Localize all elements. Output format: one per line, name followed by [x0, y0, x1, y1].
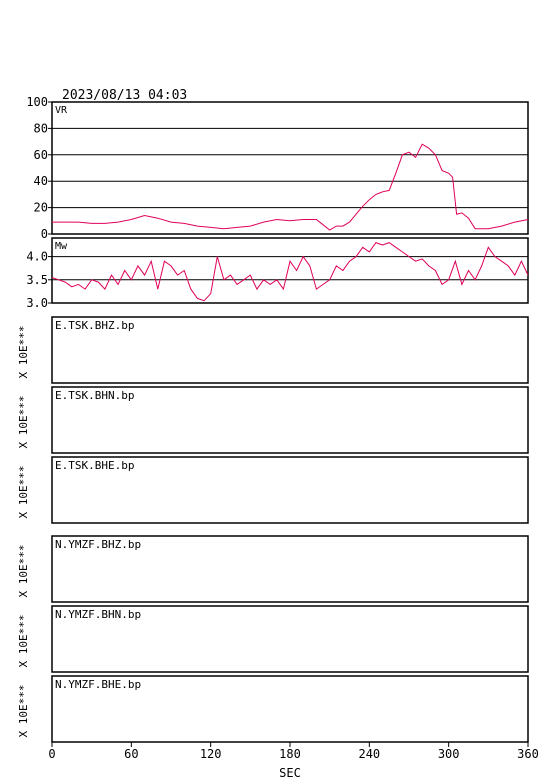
- waveform-panel: N.YMZF.BHZ.bp X 10E***: [17, 535, 529, 603]
- waveform-panel: E.TSK.BHE.bp X 10E***: [17, 456, 529, 524]
- waveform-panel-scale: X 10E***: [17, 685, 30, 738]
- vr-panel-label: VR: [55, 105, 68, 116]
- waveform-panel-scale: X 10E***: [17, 466, 30, 519]
- waveform-panel-frame: [51, 535, 529, 603]
- mw-panel-frame: [51, 237, 529, 304]
- waveform-panels: E.TSK.BHZ.bp X 10E*** E.TSK.BHN.bp X 10E***…: [17, 316, 529, 743]
- vr-panel-ytick-label: 0: [41, 227, 48, 241]
- waveform-panel: E.TSK.BHZ.bp X 10E***: [17, 316, 529, 384]
- waveform-panel-name: N.YMZF.BHN.bp: [55, 608, 141, 621]
- vr-panel-ytick-label: 60: [34, 148, 48, 162]
- mw-panel-label: Mw: [55, 241, 68, 252]
- waveform-panel-name: N.YMZF.BHZ.bp: [55, 538, 141, 551]
- waveform-panel-name: E.TSK.BHN.bp: [55, 389, 134, 402]
- x-axis-tick-label: 360: [517, 747, 539, 761]
- x-axis-tick-label: 0: [48, 747, 55, 761]
- mw-panel-ytick-label: 3.5: [26, 273, 48, 287]
- waveform-panel: E.TSK.BHN.bp X 10E***: [17, 386, 529, 454]
- datetime-header: 2023/08/13 04:03: [62, 88, 187, 103]
- vr-panel-ytick-label: 100: [26, 95, 48, 109]
- mw-panel-series-line: [51, 242, 529, 302]
- mw-panel-ytick-label: 4.0: [26, 250, 48, 264]
- waveform-panel-scale: X 10E***: [17, 396, 30, 449]
- x-axis-tick-label: 240: [358, 747, 380, 761]
- waveform-panel-name: E.TSK.BHE.bp: [55, 459, 134, 472]
- waveform-panel: N.YMZF.BHN.bp X 10E***: [17, 605, 529, 673]
- waveform-panel-scale: X 10E***: [17, 545, 30, 598]
- waveform-panel-scale: X 10E***: [17, 615, 30, 668]
- waveform-panel-frame: [51, 386, 529, 454]
- waveform-panel-scale: X 10E***: [17, 326, 30, 379]
- x-axis-tick-label: 180: [279, 747, 301, 761]
- vr-panel-ytick-label: 40: [34, 174, 48, 188]
- waveform-panel-frame: [51, 316, 529, 384]
- mw-panel-ytick-label: 3.0: [26, 296, 48, 310]
- vr-panel-ytick-label: 80: [34, 121, 48, 135]
- vr-panel-ytick-label: 20: [34, 201, 48, 215]
- mw-chart: 3.0 3.5 4.0 Mw: [26, 237, 529, 310]
- waveform-panel-frame: [51, 456, 529, 524]
- vr-panel-frame: [51, 101, 529, 235]
- waveform-panel-name: N.YMZF.BHE.bp: [55, 678, 141, 691]
- waveform-panel: N.YMZF.BHE.bp X 10E***: [17, 675, 529, 743]
- x-axis: 0 60 120 180 240 300 360 SEC: [48, 742, 539, 780]
- vr-chart: 0 20 40 60 80 100 VR: [26, 95, 529, 241]
- waveform-panel-frame: [51, 605, 529, 673]
- x-axis-tick-label: 300: [438, 747, 460, 761]
- waveform-panel-name: E.TSK.BHZ.bp: [55, 319, 134, 332]
- x-axis-label: SEC: [279, 766, 301, 780]
- x-axis-tick-label: 120: [200, 747, 222, 761]
- vr-panel-series-line: [52, 143, 529, 231]
- x-axis-tick-label: 60: [124, 747, 138, 761]
